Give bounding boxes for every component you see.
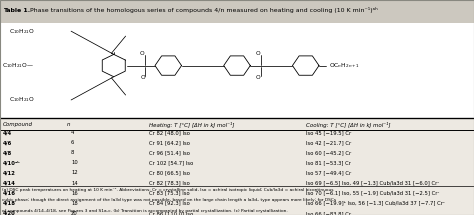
Text: Iso 45 [−19.5] Cr: Iso 45 [−19.5] Cr [306,130,351,135]
Text: 4/10ᵃʰ: 4/10ᵃʰ [2,160,20,165]
Text: of compounds 4/14–4/18, see Figures 3 and S1a-c. (b) Transition is accompanied b: of compounds 4/14–4/18, see Figures 3 an… [2,209,288,213]
Text: Iso 81 [−53.3] Cr: Iso 81 [−53.3] Cr [306,160,351,165]
Text: 18: 18 [71,201,78,206]
FancyBboxPatch shape [0,23,474,118]
Text: n: n [66,122,70,127]
Text: 4/12: 4/12 [2,170,15,175]
Text: O: O [141,75,146,80]
Text: 4/4: 4/4 [2,130,11,135]
Text: Table 1.: Table 1. [3,8,30,13]
FancyBboxPatch shape [0,0,474,23]
Text: Iso 60 [−45.2] Cr: Iso 60 [−45.2] Cr [306,150,351,155]
Text: OC$_n$H$_{2n+1}$: OC$_n$H$_{2n+1}$ [329,61,360,70]
Text: 4/6: 4/6 [2,140,12,145]
Text: 12: 12 [71,170,78,175]
Text: 8: 8 [71,150,74,155]
Text: Iso 42 [−21.7] Cr: Iso 42 [−21.7] Cr [306,140,351,145]
Text: Iso 69 [−6.5] Iso, 49 [−1.3] Cub/Ia3d 31 [−6.0] Crᶜ: Iso 69 [−6.5] Iso, 49 [−1.3] Cub/Ia3d 31… [306,181,439,186]
Text: cubic phase; though the direct assignment of the Ia3d type was not possible, bas: cubic phase; though the direct assignmen… [2,198,337,203]
Text: Compound: Compound [2,122,32,127]
Text: 4: 4 [71,130,74,135]
Text: Cooling: T [°C] [ΔH in kJ mol⁻¹]: Cooling: T [°C] [ΔH in kJ mol⁻¹] [306,122,390,128]
Text: C$_{10}$H$_{21}$O: C$_{10}$H$_{21}$O [9,95,36,104]
Text: Iso 70 [−6.1] Iso, 55 [−1.9] Cub/Ia3d 31 [−2.5] Crᶜ: Iso 70 [−6.1] Iso, 55 [−1.9] Cub/Ia3d 31… [306,191,439,196]
Text: O: O [256,51,261,56]
Text: Iso 57 [−49.4] Cr: Iso 57 [−49.4] Cr [306,170,351,175]
Text: Cr 91 [64.2] Iso: Cr 91 [64.2] Iso [149,140,190,145]
Text: O: O [256,75,261,80]
Text: Cr 83 [75.3] Iso: Cr 83 [75.3] Iso [149,191,190,196]
Text: Cr 80 [66.5] Iso: Cr 80 [66.5] Iso [149,170,190,175]
Text: 4/20: 4/20 [2,211,15,215]
Text: 14: 14 [71,181,78,186]
Text: 20: 20 [71,211,78,215]
Text: 4/14: 4/14 [2,181,15,186]
FancyBboxPatch shape [0,118,474,215]
Text: Cr 86 [110.0] Iso: Cr 86 [110.0] Iso [149,211,193,215]
Text: (a) DSC peak temperatures on heating at 10 K min⁻¹. Abbreviations: Cr = crystall: (a) DSC peak temperatures on heating at … [2,188,334,192]
Text: 4/8: 4/8 [2,150,12,155]
Text: O: O [140,51,145,56]
Text: Cr 82 [78.3] Iso: Cr 82 [78.3] Iso [149,181,190,186]
Text: C$_{10}$H$_{21}$O: C$_{10}$H$_{21}$O [9,27,36,36]
Text: 6: 6 [71,140,74,145]
Text: Iso 66 [−19.9]ᵇ Iso, 56 [−1.3] Cub/Ia3d 37 [−7.7] Crᶜ: Iso 66 [−19.9]ᵇ Iso, 56 [−1.3] Cub/Ia3d … [306,201,445,206]
Text: 10: 10 [71,160,78,165]
Text: Heating: T [°C] [ΔH in kJ mol⁻¹]: Heating: T [°C] [ΔH in kJ mol⁻¹] [149,122,235,128]
Text: Cr 82 [48.0] Iso: Cr 82 [48.0] Iso [149,130,190,135]
Text: C$_{10}$H$_{21}$O—: C$_{10}$H$_{21}$O— [2,61,35,70]
Text: 4/16: 4/16 [2,191,15,196]
Text: Cr 96 [51.4] Iso: Cr 96 [51.4] Iso [149,150,190,155]
Text: Iso 66 [−83.8] Cr: Iso 66 [−83.8] Cr [306,211,351,215]
Text: 4/18: 4/18 [2,201,15,206]
Text: Phase transitions of the homologous series of compounds 4/n measured on heating : Phase transitions of the homologous seri… [30,7,378,13]
Text: Cr 102 [54.7] Iso: Cr 102 [54.7] Iso [149,160,193,165]
Text: Cr 84 [92.3] Iso: Cr 84 [92.3] Iso [149,201,190,206]
Text: 16: 16 [71,191,78,196]
